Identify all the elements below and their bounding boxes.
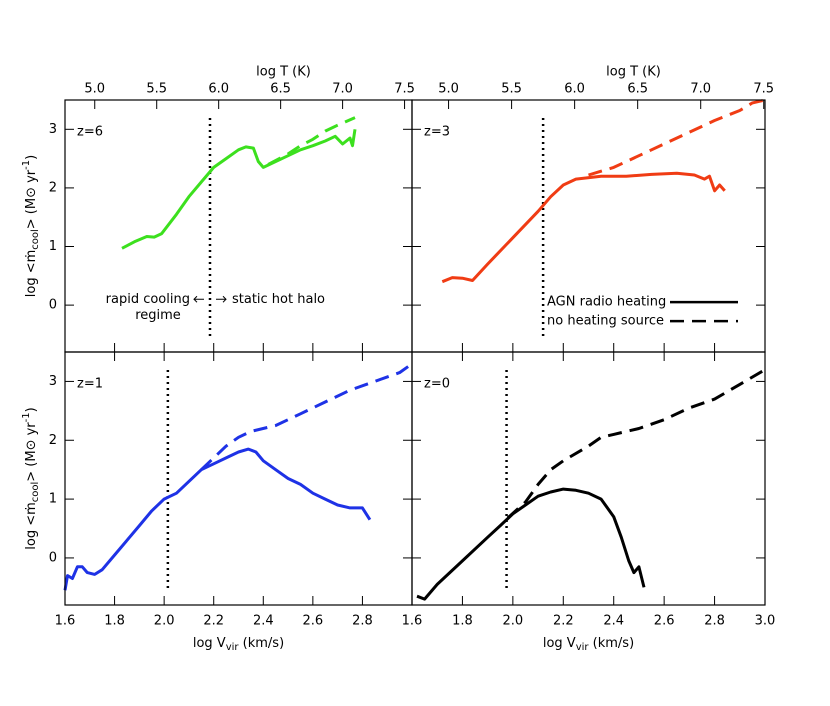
x-label-sub: vir (576, 642, 590, 653)
x-tick-label: 2.8 (704, 614, 725, 629)
panel-label: z=0 (424, 377, 450, 392)
x-tick-label: 1.8 (104, 614, 125, 629)
x2-tick-label: 6.5 (627, 82, 648, 97)
y-tick-label: 0 (49, 550, 57, 565)
y-label-end: ) (24, 407, 39, 412)
legend-label: AGN radio heating (547, 295, 666, 310)
annotation: rapid cooling (106, 292, 190, 307)
x2-tick-label: 5.5 (501, 82, 522, 97)
y-label-sup: -1 (21, 412, 32, 422)
series-line (200, 362, 413, 471)
x-tick-label: 2.4 (253, 614, 274, 629)
x-label-after: (km/s) (239, 636, 285, 651)
x-tick-label: 2.0 (154, 614, 175, 629)
panel-frame (411, 351, 766, 606)
series-line (441, 171, 726, 284)
y-tick-label: 3 (49, 122, 57, 137)
series-line (121, 129, 357, 250)
annotation: regime (135, 308, 181, 323)
x2-axis-label: log T (K) (256, 65, 311, 80)
x2-tick-label: 5.0 (438, 82, 459, 97)
x2-tick-label: 7.5 (753, 82, 774, 97)
x2-tick-label: 7.0 (690, 82, 711, 97)
x-tick-label: 2.6 (654, 614, 675, 629)
panel-label: z=6 (77, 125, 103, 140)
y-tick-label: 1 (49, 492, 57, 507)
y-label-sub: cool (30, 482, 41, 503)
y-tick-label: 2 (49, 180, 57, 195)
series-line (588, 98, 766, 177)
x-tick-label: 2.8 (352, 614, 373, 629)
x-tick-label: 3.0 (755, 614, 776, 629)
x-tick-label: 1.6 (402, 614, 423, 629)
series-line (506, 368, 766, 520)
y-axis-label: log <ṁcool> (M⊙ yr-1) (21, 155, 41, 297)
y-label-main: log <ṁ (24, 250, 39, 298)
y-axis-label: log <ṁcool> (M⊙ yr-1) (21, 407, 41, 549)
y-label-after: > (M⊙ yr (24, 169, 39, 229)
arrow (215, 295, 227, 303)
x2-tick-label: 5.0 (84, 82, 105, 97)
y-tick-label: 2 (49, 433, 57, 448)
series-line (267, 116, 356, 166)
x2-tick-label: 5.5 (146, 82, 167, 97)
x-tick-label: 2.6 (303, 614, 324, 629)
y-label-end: ) (24, 155, 39, 160)
x2-tick-label: 6.0 (564, 82, 585, 97)
x-tick-label: 2.2 (553, 614, 574, 629)
y-label-main: log <ṁ (24, 502, 39, 550)
y-label-after: > (M⊙ yr (24, 422, 39, 482)
series-line (63, 447, 372, 591)
x-label-main: log V (193, 636, 226, 651)
y-tick-label: 1 (49, 239, 57, 254)
annotation: static hot halo (232, 292, 325, 307)
series-line (416, 487, 646, 601)
x2-tick-label: 6.0 (208, 82, 229, 97)
x2-tick-label: 6.5 (270, 82, 291, 97)
x-label-main: log V (543, 636, 576, 651)
x2-tick-label: 7.0 (332, 82, 353, 97)
y-label-sup: -1 (21, 160, 32, 170)
legend-label: no heating source (547, 314, 664, 329)
panel-frame (64, 351, 413, 606)
x-label-sub: vir (226, 642, 240, 653)
y-label-sub: cool (30, 229, 41, 250)
panel-label: z=1 (77, 377, 103, 392)
arrow (193, 295, 204, 303)
x2-axis-label: log T (K) (606, 65, 661, 80)
x-label-after: (km/s) (589, 636, 635, 651)
x-tick-label: 1.6 (55, 614, 76, 629)
y-tick-label: 0 (49, 298, 57, 313)
x-tick-label: 2.2 (203, 614, 224, 629)
panel-frame (64, 99, 413, 353)
x-tick-label: 2.0 (503, 614, 524, 629)
x-axis-label: log Vvir (km/s) (543, 636, 634, 654)
x-tick-label: 2.4 (603, 614, 624, 629)
x2-tick-label: 7.5 (394, 82, 415, 97)
panel-label: z=3 (424, 125, 450, 140)
y-tick-label: 3 (49, 374, 57, 389)
x-tick-label: 1.8 (452, 614, 473, 629)
x-axis-label: log Vvir (km/s) (193, 636, 284, 654)
